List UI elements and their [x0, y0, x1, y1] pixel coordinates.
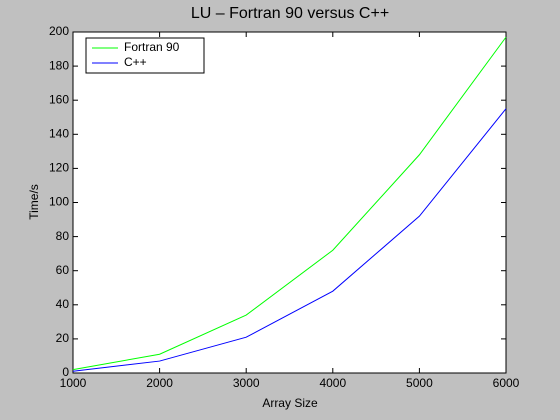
- chart-title: LU – Fortran 90 versus C++: [191, 5, 389, 22]
- legend-box: [85, 37, 205, 74]
- x-tick-label: 6000: [493, 376, 520, 390]
- y-tick-label: 200: [49, 24, 69, 38]
- y-tick-label: 40: [56, 297, 70, 311]
- y-tick-label: 120: [49, 161, 69, 175]
- y-tick-label: 0: [62, 365, 69, 379]
- y-tick-label: 140: [49, 126, 69, 140]
- x-tick-label: 3000: [233, 376, 260, 390]
- axes-box: [72, 31, 507, 374]
- x-tick-label: 1000: [60, 376, 87, 390]
- y-tick-label: 160: [49, 92, 69, 106]
- y-tick-label: 100: [49, 195, 69, 209]
- plot-area: [73, 32, 506, 373]
- y-axis-label: Time/s: [27, 184, 41, 220]
- y-tick-label: 80: [56, 229, 70, 243]
- series-line: [72, 108, 507, 372]
- x-tick-label: 2000: [146, 376, 173, 390]
- legend-label: C++: [124, 55, 147, 69]
- y-tick-label: 60: [56, 263, 70, 277]
- y-tick-label: 20: [56, 331, 70, 345]
- x-axis-label: Array Size: [262, 396, 318, 410]
- series-line: [72, 36, 507, 371]
- legend-label: Fortran 90: [124, 40, 180, 54]
- x-tick-label: 5000: [406, 376, 433, 390]
- x-tick-label: 4000: [319, 376, 346, 390]
- y-tick-label: 180: [49, 58, 69, 72]
